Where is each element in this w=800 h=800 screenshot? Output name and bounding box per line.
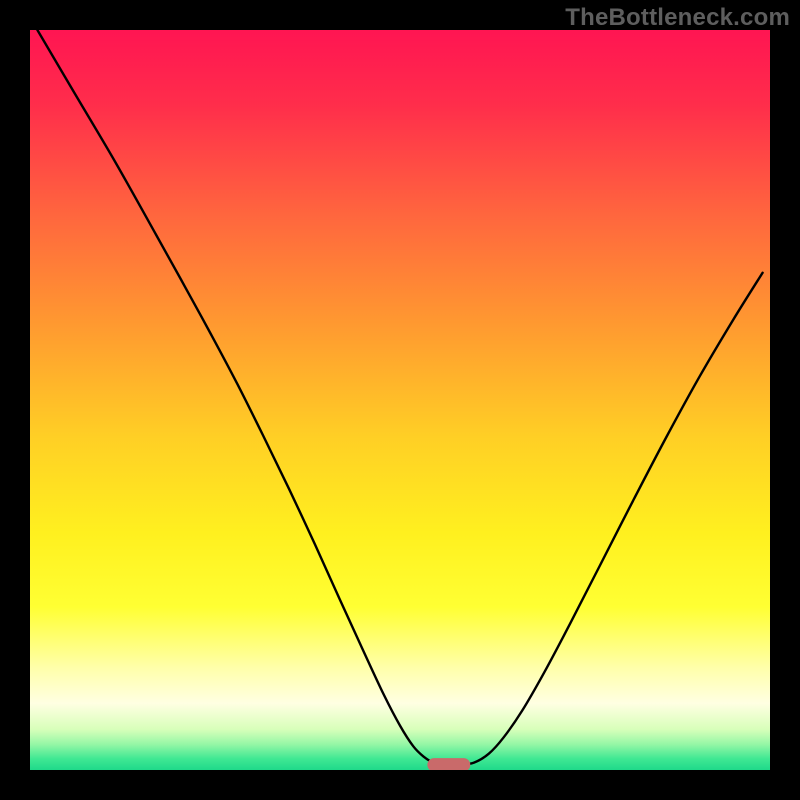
plot-area xyxy=(30,30,770,771)
gradient-background xyxy=(30,30,770,770)
watermark-text: TheBottleneck.com xyxy=(565,4,790,32)
bottleneck-chart xyxy=(0,0,800,800)
highlight-marker xyxy=(427,758,470,771)
chart-stage: TheBottleneck.com xyxy=(0,0,800,800)
